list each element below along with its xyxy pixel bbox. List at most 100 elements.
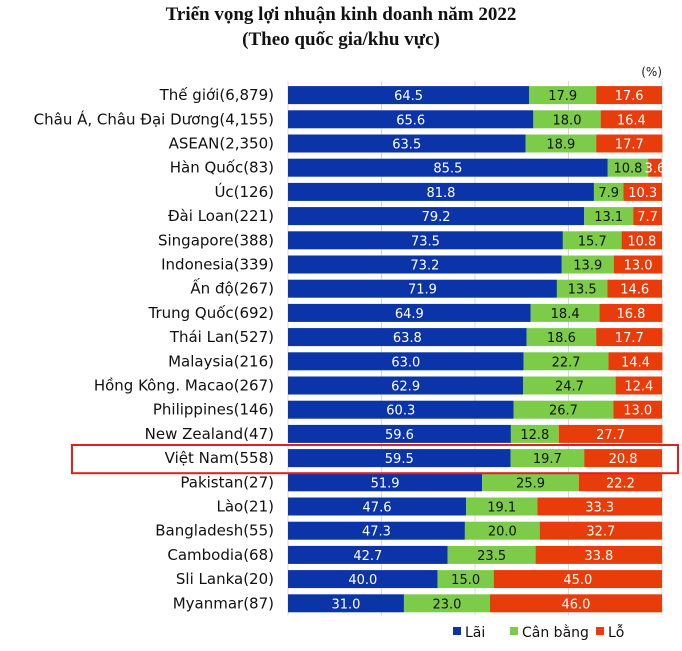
- data-label-lo-dai-loan-221: 7.7: [637, 210, 658, 225]
- data-label-lai-lao-21: 47.6: [363, 501, 392, 516]
- data-label-can-bang-chau-a-chau-dai-duong-4-155: 18.0: [553, 113, 582, 128]
- bar-lo-cambodia-68: [535, 545, 662, 564]
- bar-can-bang-new-zealand-47: [510, 424, 559, 443]
- data-label-can-bang-hong-kong-macao-267: 24.7: [555, 380, 584, 395]
- bar-lo-dai-loan-221: [633, 207, 662, 226]
- data-label-lai-sli-lanka-20: 40.0: [348, 573, 377, 588]
- bar-lo-lao-21: [537, 497, 662, 516]
- data-label-lo-han-quoc-83: 3.6: [645, 162, 666, 177]
- data-label-lai-an-do-267: 71.9: [408, 283, 437, 298]
- data-label-can-bang-cambodia-68: 23.5: [477, 549, 506, 564]
- bar-lo-bangladesh-55: [539, 521, 662, 540]
- data-label-lai-uc-126: 81.8: [426, 186, 455, 201]
- category-label-chau-a-chau-dai-duong-4-155: Châu Á, Châu Đại Dương(4,155): [34, 109, 274, 128]
- unit-label: (%): [641, 65, 662, 79]
- bar-lai-singapore-388: [288, 231, 563, 250]
- data-label-lo-the-gioi-6-879: 17.6: [615, 89, 644, 104]
- data-label-lai-cambodia-68: 42.7: [353, 549, 382, 564]
- data-label-lai-singapore-388: 73.5: [411, 234, 440, 249]
- bar-lai-cambodia-68: [288, 545, 448, 564]
- bar-lai-sli-lanka-20: [288, 570, 438, 589]
- data-label-lai-malaysia-216: 63.0: [391, 355, 420, 370]
- bar-lo-asean-2-350: [596, 134, 663, 153]
- bar-can-bang-uc-126: [593, 182, 624, 201]
- bar-can-bang-indonesia-339: [561, 255, 614, 274]
- data-label-can-bang-viet-nam-558: 19.7: [533, 452, 562, 467]
- data-label-lo-indonesia-339: 13.0: [624, 259, 653, 274]
- category-label-trung-quoc-692: Trung Quốc(692): [147, 304, 274, 322]
- data-label-lai-han-quoc-83: 85.5: [433, 162, 462, 177]
- data-label-can-bang-lao-21: 19.1: [487, 501, 516, 516]
- category-label-new-zealand-47: New Zealand(47): [145, 425, 274, 443]
- bar-can-bang-viet-nam-558: [510, 449, 585, 468]
- data-label-lai-the-gioi-6-879: 64.5: [394, 89, 423, 104]
- data-label-lo-trung-quoc-692: 16.8: [616, 307, 645, 322]
- bar-lai-asean-2-350: [288, 134, 526, 153]
- chart-title: Triển vọng lợi nhuận kinh doanh năm 2022: [165, 4, 517, 25]
- data-label-can-bang-sli-lanka-20: 15.0: [451, 573, 480, 588]
- data-label-lo-sli-lanka-20: 45.0: [563, 573, 592, 588]
- bar-lai-hong-kong-macao-267: [288, 376, 524, 395]
- data-label-lo-viet-nam-558: 20.8: [609, 452, 638, 467]
- data-label-lo-cambodia-68: 33.8: [584, 549, 613, 564]
- bar-can-bang-dai-loan-221: [584, 207, 634, 226]
- bar-lo-trung-quoc-692: [599, 303, 663, 322]
- data-label-lo-uc-126: 10.3: [628, 186, 657, 201]
- data-label-can-bang-indonesia-339: 13.9: [573, 259, 602, 274]
- data-label-lai-viet-nam-558: 59.5: [385, 452, 414, 467]
- category-label-philippines-146: Philippines(146): [153, 401, 274, 419]
- category-label-uc-126: Úc(126): [214, 182, 274, 201]
- data-label-lo-an-do-267: 14.6: [620, 283, 649, 298]
- bar-lo-indonesia-339: [613, 255, 663, 274]
- data-label-lo-lao-21: 33.3: [585, 501, 614, 516]
- data-label-lai-indonesia-339: 73.2: [410, 259, 439, 274]
- bar-can-bang-bangladesh-55: [464, 521, 540, 540]
- bar-lo-pakistan-27: [578, 473, 662, 492]
- data-label-lai-hong-kong-macao-267: 62.9: [391, 380, 420, 395]
- bar-can-bang-trung-quoc-692: [530, 303, 600, 322]
- chart-labels: Thế giới(6,879) 64.5 17.9 17.6 Châu Á, Châu …: [34, 86, 666, 612]
- bar-can-bang-pakistan-27: [482, 473, 579, 492]
- data-label-lai-bangladesh-55: 47.3: [362, 525, 391, 540]
- bar-can-bang-the-gioi-6-879: [529, 86, 597, 105]
- data-label-lo-chau-a-chau-dai-duong-4-155: 16.4: [617, 113, 646, 128]
- data-label-lai-philippines-146: 60.3: [386, 404, 415, 419]
- data-label-can-bang-singapore-388: 15.7: [578, 234, 607, 249]
- bar-can-bang-philippines-146: [513, 400, 614, 419]
- bar-lo-sli-lanka-20: [493, 570, 662, 589]
- bar-lai-philippines-146: [288, 400, 514, 419]
- bar-lo-uc-126: [623, 182, 662, 201]
- data-label-can-bang-new-zealand-47: 12.8: [520, 428, 549, 443]
- data-label-can-bang-philippines-146: 26.7: [549, 404, 578, 419]
- data-label-can-bang-uc-126: 7.9: [598, 186, 619, 201]
- bar-can-bang-cambodia-68: [447, 545, 536, 564]
- bar-lai-chau-a-chau-dai-duong-4-155: [288, 110, 534, 129]
- legend-label-can-bang: Cân bằng: [522, 624, 589, 641]
- chart-bars: [288, 86, 663, 613]
- data-label-lo-hong-kong-macao-267: 12.4: [624, 380, 653, 395]
- bar-lai-bangladesh-55: [288, 521, 465, 540]
- data-label-can-bang-myanmar-87: 23.0: [432, 597, 461, 612]
- category-label-lao-21: Lào(21): [216, 498, 274, 516]
- data-label-lai-pakistan-27: 51.9: [371, 476, 400, 491]
- data-label-can-bang-han-quoc-83: 10.8: [613, 162, 642, 177]
- bar-lo-singapore-388: [621, 231, 662, 250]
- category-label-the-gioi-6-879: Thế giới(6,879): [159, 86, 274, 104]
- data-label-can-bang-the-gioi-6-879: 17.9: [548, 89, 577, 104]
- category-label-an-do-267: Ấn độ(267): [190, 277, 274, 298]
- bar-can-bang-han-quoc-83: [607, 158, 649, 177]
- bar-lai-the-gioi-6-879: [288, 86, 530, 105]
- data-label-lo-asean-2-350: 17.7: [615, 138, 644, 153]
- highlight-box: [71, 444, 679, 475]
- data-label-lai-new-zealand-47: 59.6: [385, 428, 414, 443]
- bar-lo-malaysia-216: [608, 352, 663, 371]
- bar-lo-new-zealand-47: [558, 424, 663, 443]
- bar-can-bang-an-do-267: [556, 279, 608, 298]
- category-label-hong-kong-macao-267: Hồng Kông. Macao(267): [94, 377, 274, 395]
- data-label-can-bang-asean-2-350: 18.9: [546, 138, 575, 153]
- bar-lai-dai-loan-221: [288, 207, 585, 226]
- bar-lai-myanmar-87: [288, 594, 404, 613]
- category-label-singapore-388: Singapore(388): [158, 231, 274, 249]
- category-label-dai-loan-221: Đài Loan(221): [168, 207, 274, 225]
- bar-lai-indonesia-339: [288, 255, 562, 274]
